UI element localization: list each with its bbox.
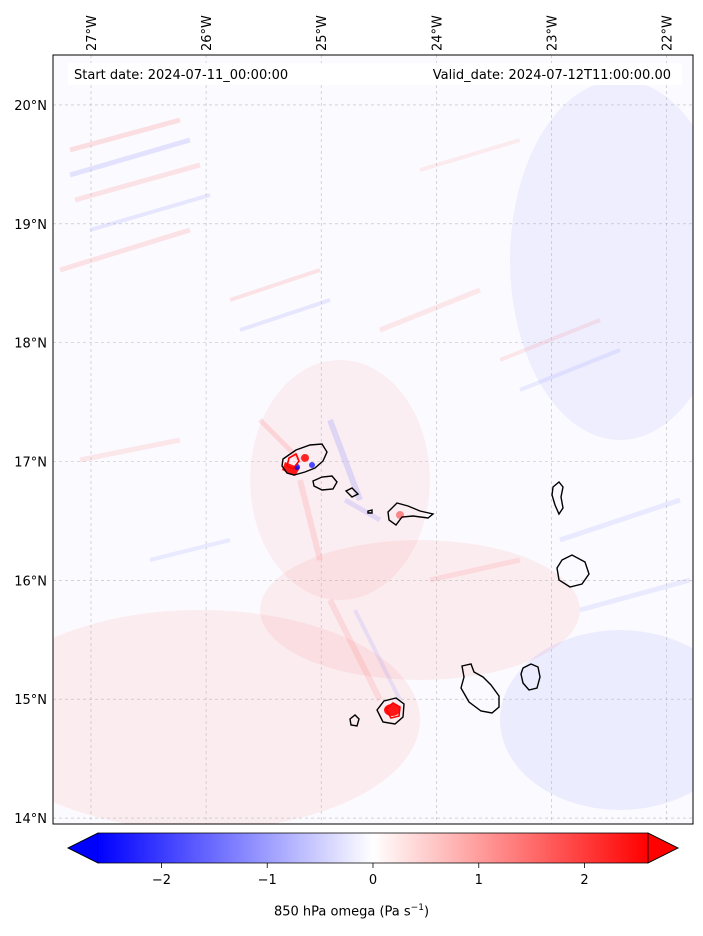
colorbar-outline <box>67 832 679 864</box>
lat-tick-label: 19°N <box>14 218 47 233</box>
lon-tick-label: 26°W <box>200 15 215 51</box>
coastline-fogo <box>376 697 405 725</box>
coastline-sao-vicente <box>312 475 338 491</box>
colorbar-extend-right <box>647 832 679 864</box>
gridlines <box>53 55 693 824</box>
lat-tick-label: 17°N <box>14 455 47 470</box>
colorbar-extend-left <box>67 832 99 864</box>
lon-tick-label: 27°W <box>85 15 100 51</box>
colorbar-tick-label: 2 <box>580 873 588 888</box>
colorbar-bar <box>98 833 648 863</box>
colorbar-tick-label: −2 <box>152 873 171 888</box>
colorbar-tick-label: 1 <box>475 873 483 888</box>
coastline-santiago <box>460 663 500 714</box>
lon-tick-label: 22°W <box>661 15 676 51</box>
lon-tick-labels: 27°W 26°W 25°W 24°W 23°W 22°W <box>85 15 676 51</box>
coastline-sao-nicolau <box>387 502 435 526</box>
coastline-maio <box>520 663 541 691</box>
map-background <box>53 55 693 824</box>
colorbar-tick-label: 0 <box>369 873 377 888</box>
coastline-santo-antao <box>281 443 328 476</box>
lon-tick-label: 23°W <box>545 15 560 51</box>
coastline-santa-luzia <box>344 487 360 498</box>
lat-tick-label: 15°N <box>14 693 47 708</box>
info-banner <box>68 63 682 85</box>
lat-tick-label: 14°N <box>14 812 47 827</box>
lat-tick-labels: 20°N 19°N 18°N 17°N 16°N 15°N 14°N <box>14 99 47 827</box>
lat-tick-label: 18°N <box>14 337 47 352</box>
colorbar-ticks: −2 −1 0 1 2 <box>152 863 589 888</box>
lat-tick-label: 20°N <box>14 99 47 114</box>
map-frame <box>52 54 694 825</box>
colorbar-label-main: 850 hPa omega (Pa s <box>273 904 411 920</box>
omega-field <box>53 80 693 824</box>
lon-tick-label: 24°W <box>430 15 445 51</box>
coastline-raso <box>367 509 373 514</box>
coastline-brava <box>349 714 360 727</box>
colorbar-label-end: ) <box>423 904 430 920</box>
start-date-text: Start date: 2024-07-11_00:00:00 <box>74 68 288 83</box>
lat-tick-label: 16°N <box>14 574 47 589</box>
omega-contours <box>286 452 401 719</box>
valid-date-text: Valid_date: 2024-07-12T11:00:00.00 <box>433 68 671 83</box>
coastlines <box>281 443 590 727</box>
lon-tick-label: 25°W <box>315 15 330 51</box>
coastline-sal <box>551 481 564 516</box>
colorbar-label-unit-exponent: −1 <box>410 903 424 913</box>
colorbar-tick-label: −1 <box>258 873 277 888</box>
coastline-boa-vista <box>556 554 590 588</box>
colorbar: −2 −1 0 1 2 <box>67 832 679 888</box>
colorbar-label: 850 hPa omega (Pa s−1) <box>0 903 703 919</box>
